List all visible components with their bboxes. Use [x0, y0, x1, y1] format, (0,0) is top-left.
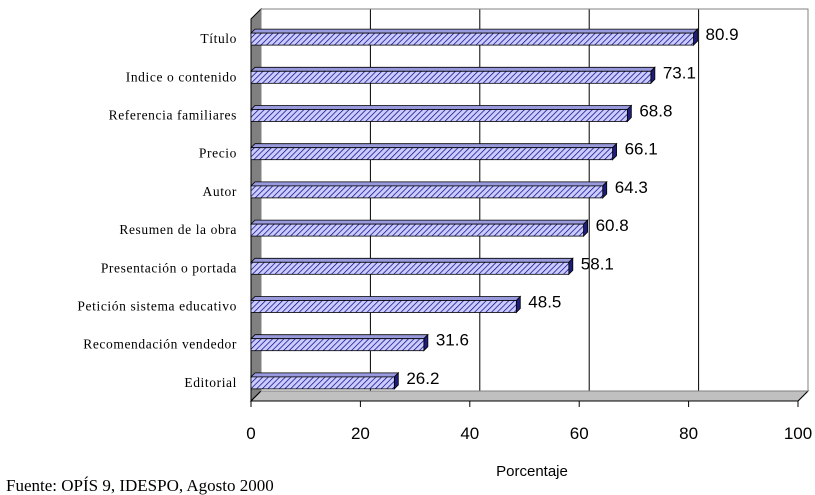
value-label: 26.2	[406, 369, 439, 388]
bar-top	[250, 181, 608, 187]
bar-top	[250, 257, 574, 263]
value-labels: 80.9 73.1 68.8 66.1 64.3 60.8 58.1 48.5 31.6 26.2	[406, 25, 738, 388]
bar-front	[250, 300, 517, 313]
x-tick-label: 20	[351, 424, 370, 443]
source-note: Fuente: OPÍS 9, IDESPO, Agosto 2000	[6, 476, 274, 495]
bar-front	[250, 376, 395, 390]
bar	[250, 257, 574, 276]
bar-top	[250, 334, 429, 340]
bar-front	[250, 70, 652, 84]
category-label: Editorial	[184, 375, 237, 390]
bar-top	[250, 372, 400, 378]
bar	[250, 66, 656, 85]
x-tick-label: 0	[246, 424, 255, 443]
category-label: Presentación o portada	[101, 260, 237, 275]
bar-front	[250, 185, 604, 199]
bar-front	[250, 338, 425, 352]
bar-top	[250, 219, 589, 225]
chart-frame	[260, 8, 809, 392]
category-label: Título	[200, 31, 237, 46]
bar-front	[250, 223, 584, 237]
category-label: Indice o contenido	[126, 69, 237, 84]
bar	[250, 180, 608, 199]
bar-front	[250, 109, 628, 122]
value-label: 73.1	[663, 63, 696, 82]
value-label: 68.8	[639, 102, 672, 121]
category-labels: Título Indice o contenido Referencia famil…	[77, 31, 238, 390]
value-label: 80.9	[706, 25, 739, 44]
bar	[250, 219, 589, 238]
bar-top	[250, 143, 618, 149]
bar-front	[250, 32, 694, 46]
x-tick-label: 80	[679, 424, 698, 443]
bar-top	[250, 296, 522, 301]
bar	[250, 28, 699, 47]
category-label: Petición sistema educativo	[77, 299, 237, 314]
value-label: 48.5	[528, 293, 561, 312]
bars	[250, 28, 699, 390]
bar-front	[250, 147, 613, 161]
value-label: 31.6	[436, 331, 469, 350]
value-label: 60.8	[596, 216, 629, 235]
x-tick-label: 40	[460, 424, 479, 443]
value-label: 58.1	[581, 254, 614, 273]
category-label: Precio	[199, 146, 237, 161]
bar-top	[250, 66, 656, 72]
bar	[250, 142, 618, 161]
x-axis: 0 20 40 60 80 100	[246, 400, 812, 443]
chart-floor	[249, 390, 810, 402]
bar	[250, 333, 429, 352]
x-tick-label: 100	[784, 424, 812, 443]
category-label: Resumen de la obra	[119, 222, 237, 237]
bar-top	[250, 105, 633, 110]
bar-front	[250, 261, 570, 275]
bar	[250, 104, 633, 123]
bar	[250, 295, 522, 314]
value-label: 64.3	[615, 178, 648, 197]
value-label: 66.1	[625, 140, 658, 159]
x-tick-label: 60	[570, 424, 589, 443]
bar-top	[250, 28, 699, 34]
category-label: Referencia familiares	[109, 108, 237, 123]
category-label: Recomendación vendedor	[83, 337, 237, 352]
x-axis-title: Porcentaje	[496, 463, 568, 480]
bar	[250, 371, 400, 390]
category-label: Autor	[203, 184, 238, 199]
